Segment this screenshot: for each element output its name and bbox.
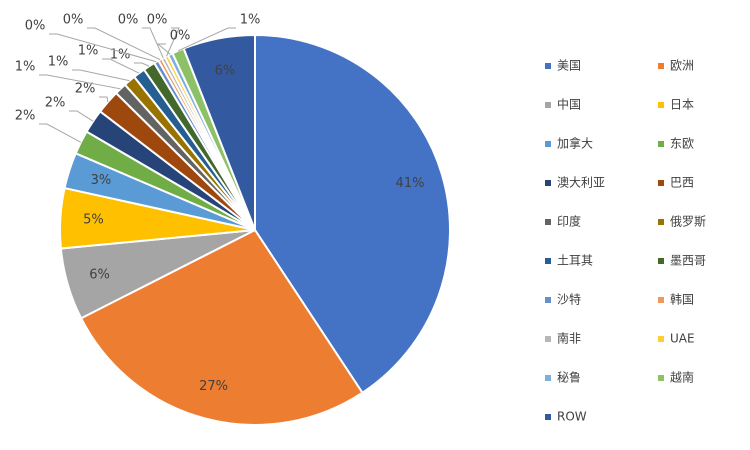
legend-swatch	[658, 375, 664, 381]
data-label: 1%	[240, 13, 261, 28]
legend-label: 中国	[557, 97, 581, 112]
legend-label: 土耳其	[557, 254, 593, 268]
legend-label: 加拿大	[557, 136, 593, 151]
legend-swatch	[658, 336, 664, 342]
legend-label: 俄罗斯	[670, 215, 706, 229]
data-label: 2%	[15, 109, 36, 124]
data-label: 1%	[15, 60, 36, 75]
legend-swatch	[545, 141, 551, 147]
legend-label: 美国	[557, 59, 581, 73]
leader-line	[39, 74, 121, 90]
data-label: 6%	[89, 268, 110, 283]
legend-swatch	[545, 297, 551, 303]
data-label: 1%	[78, 44, 99, 59]
data-label: 27%	[199, 379, 228, 394]
legend-label: 日本	[670, 98, 694, 112]
leader-line	[177, 27, 236, 52]
data-label: 2%	[45, 96, 66, 111]
leader-line	[166, 27, 180, 57]
legend-swatch	[545, 102, 551, 108]
legend-swatch	[545, 258, 551, 264]
legend-label: 南非	[557, 331, 581, 346]
legend-swatch	[545, 336, 551, 342]
data-label: 3%	[91, 173, 112, 188]
data-label: 6%	[215, 63, 236, 78]
legend-swatch	[658, 63, 664, 69]
legend-label: 印度	[557, 214, 581, 229]
leader-line	[102, 58, 140, 74]
legend-label: UAE	[670, 332, 695, 346]
data-label: 5%	[83, 213, 104, 228]
legend-swatch	[545, 180, 551, 186]
legend-label: 墨西哥	[670, 254, 706, 268]
legend-swatch	[658, 258, 664, 264]
legend-label: 东欧	[670, 137, 694, 151]
legend-label: 澳大利亚	[557, 176, 605, 190]
data-label: 41%	[396, 176, 425, 191]
data-label: 0%	[147, 13, 168, 28]
leader-line	[69, 110, 94, 122]
data-label: 0%	[170, 29, 191, 44]
legend-swatch	[658, 219, 664, 225]
legend-swatch	[545, 414, 551, 420]
legend-label: 韩国	[670, 292, 694, 307]
data-label: 0%	[118, 13, 139, 28]
data-label: 0%	[63, 13, 84, 28]
legend-swatch	[545, 375, 551, 381]
legend-swatch	[658, 141, 664, 147]
legend-swatch	[545, 219, 551, 225]
legend-label: 欧洲	[670, 59, 694, 73]
data-label: 0%	[25, 19, 46, 34]
legend-label: 沙特	[557, 292, 581, 307]
legend-swatch	[658, 180, 664, 186]
legend-label: ROW	[557, 410, 587, 424]
pie-slice	[79, 228, 364, 426]
legend-label: 巴西	[670, 176, 694, 190]
legend-swatch	[545, 63, 551, 69]
leader-line	[87, 27, 161, 61]
leader-line	[72, 69, 130, 82]
legend-label: 秘鲁	[557, 371, 581, 385]
data-label: 1%	[110, 48, 131, 63]
leader-line	[49, 33, 157, 63]
leader-line	[134, 62, 150, 67]
legend-label: 越南	[670, 370, 694, 385]
leader-line	[156, 43, 171, 55]
data-label: 1%	[48, 55, 69, 70]
legend-swatch	[658, 102, 664, 108]
data-label: 2%	[75, 82, 96, 97]
leader-line	[99, 96, 109, 103]
legend-swatch	[658, 297, 664, 303]
leader-line	[142, 27, 164, 59]
leader-line	[39, 123, 82, 143]
